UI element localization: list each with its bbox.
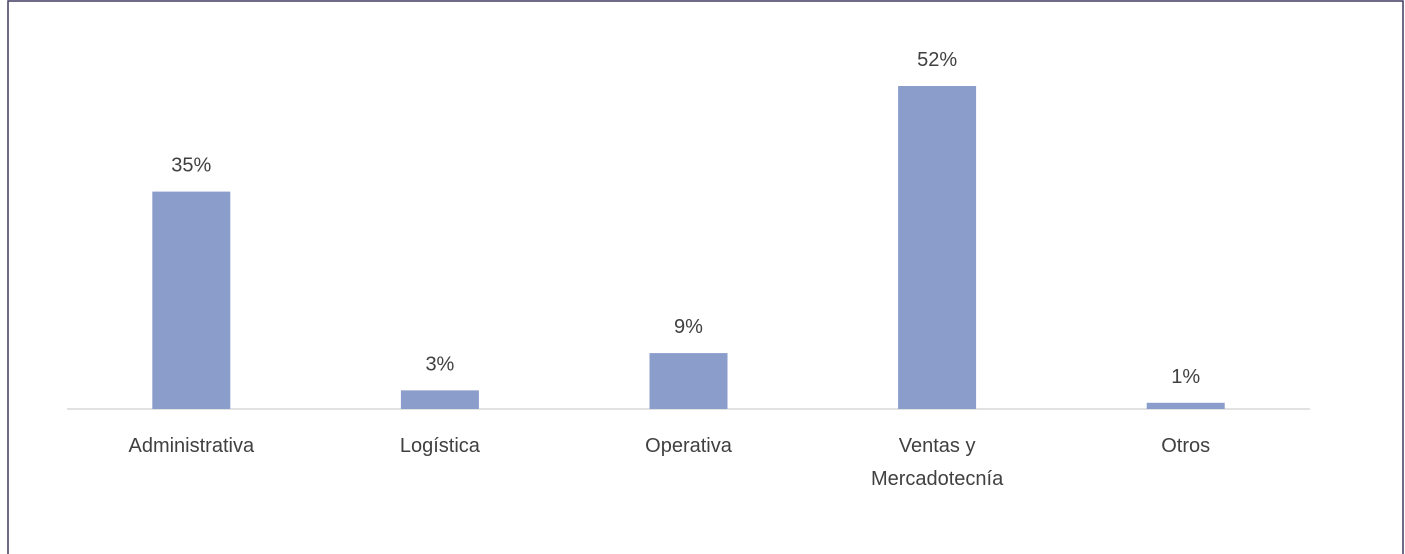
bar [400, 390, 479, 409]
x-tick-label: Otros [1161, 435, 1210, 457]
frame [7, 0, 1404, 554]
data-label: 1% [1171, 366, 1200, 388]
bar [898, 86, 977, 409]
data-label: 3% [425, 353, 454, 375]
x-tick-label: Administrativa [128, 435, 254, 457]
data-label: 35% [171, 155, 211, 177]
bar [649, 353, 728, 409]
x-tick-label: Logística [400, 435, 481, 457]
bar [152, 191, 231, 409]
data-label: 52% [917, 49, 957, 71]
x-tick-label: Ventas y Mercadotecnía [871, 435, 1004, 490]
bar [1146, 402, 1225, 409]
data-label: 9% [674, 316, 703, 338]
x-tick-label: Operativa [645, 435, 733, 457]
